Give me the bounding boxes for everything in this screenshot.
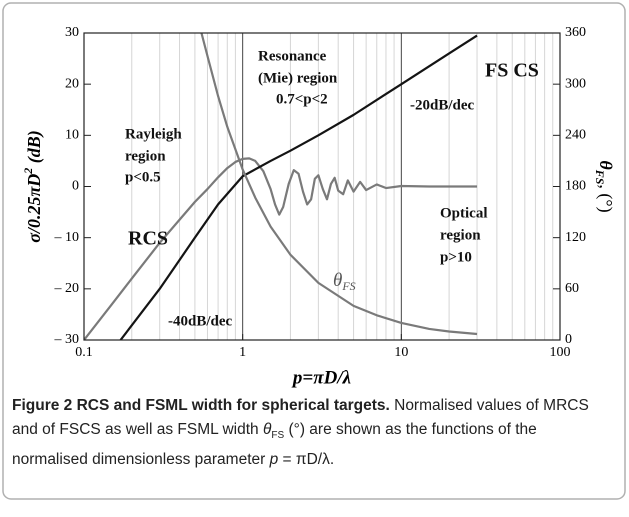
theta-label-part: θ	[333, 270, 342, 291]
x-axis-label: p=πD/λ	[291, 367, 351, 388]
figure-frame	[2, 2, 626, 500]
annotation: p>10	[440, 249, 472, 265]
annotation: RCS	[128, 228, 168, 250]
y-tick-label: 0	[72, 179, 79, 194]
curve	[119, 34, 478, 340]
y-axis-label-part: 2	[21, 168, 35, 175]
x-tick-label: 100	[550, 345, 571, 360]
caption-text: Normalised values of MRCS and of FSCS as…	[12, 397, 589, 438]
x-tick-label: 0.1	[75, 345, 93, 360]
y2-tick-label: 0	[565, 332, 572, 347]
y2-tick-label: 180	[565, 179, 586, 194]
y-axis-label: σ/0.25πD2 (dB)	[21, 130, 45, 243]
annotation: Resonance	[258, 48, 327, 64]
caption-text: = πD/λ.	[278, 451, 335, 469]
y2-axis-label: θFS, (°)	[593, 160, 616, 212]
y-tick-label: 30	[65, 25, 79, 40]
annotation: (Mie) region	[258, 70, 338, 86]
x-tick-label: 1	[239, 345, 246, 360]
y-tick-label: 10	[65, 128, 79, 143]
y2-tick-label: 60	[565, 281, 579, 296]
y2-tick-label: 360	[565, 25, 586, 40]
annotation: 0.7<p<2	[276, 91, 328, 107]
y-tick-label: 20	[65, 76, 79, 91]
annotation: FS CS	[485, 60, 539, 82]
annotation: region	[125, 148, 166, 164]
annotation: -20dB/dec	[410, 97, 475, 113]
annotation: region	[440, 227, 481, 243]
plot-frame	[83, 32, 561, 341]
caption-title: RCS and FSML width for spherical targets…	[76, 397, 390, 414]
y2-tick-label: 240	[565, 128, 586, 143]
caption: Figure 2 RCS and FSML width for spherica…	[12, 394, 612, 472]
curves	[84, 33, 478, 340]
theta-label-part: FS	[341, 279, 355, 293]
caption-label: Figure 2	[12, 397, 73, 414]
theta-label: θFS	[333, 270, 356, 292]
y-tick-label: – 10	[54, 230, 80, 245]
y2-tick-label: 120	[565, 230, 586, 245]
y-axis-label-part: (dB)	[24, 130, 45, 168]
curve	[84, 157, 478, 340]
annotation: Optical	[440, 205, 488, 221]
y-tick-label: – 20	[54, 281, 80, 296]
caption-text: (°) are shown as the functions of the no…	[12, 421, 537, 469]
caption-text: θ	[262, 421, 272, 438]
curve	[200, 33, 478, 336]
y-tick-label: – 30	[54, 332, 80, 347]
annotation: -40dB/dec	[168, 313, 233, 329]
caption-text: FS	[271, 430, 285, 442]
y2-axis-label-part: FS	[593, 169, 607, 185]
annotation: p<0.5	[125, 169, 161, 185]
annotation: Rayleigh	[125, 126, 182, 142]
caption-text: p	[269, 451, 279, 469]
y2-tick-label: 300	[565, 76, 586, 91]
y2-axis-label-part: , (°)	[595, 184, 616, 212]
y-axis-label-part: σ/0.25πD	[24, 174, 44, 243]
x-tick-label: 10	[394, 345, 408, 360]
y2-axis-label-part: θ	[596, 160, 616, 170]
